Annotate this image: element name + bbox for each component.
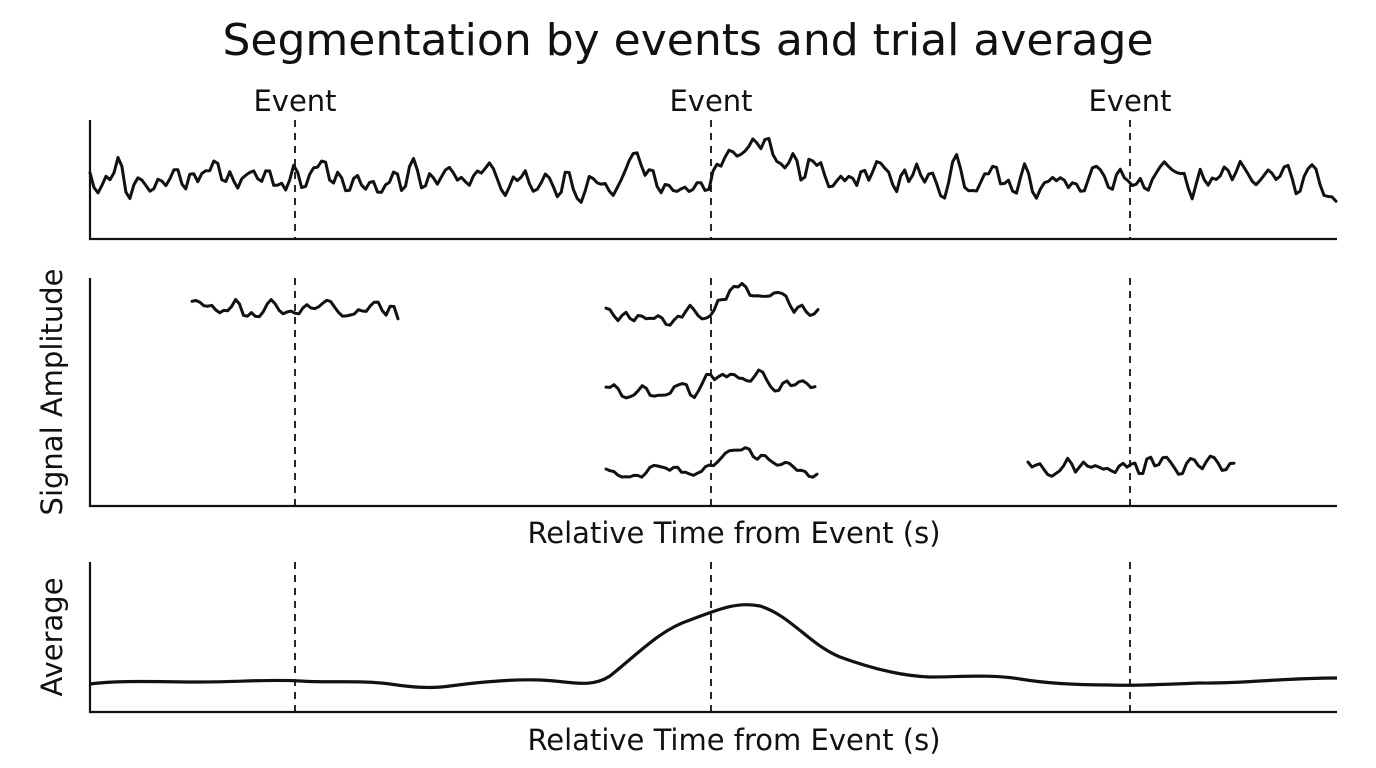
event-label-1: Event bbox=[253, 84, 336, 118]
segment-trace-event-2-trial-1 bbox=[604, 282, 820, 327]
segments-y-axis-label: Signal Amplitude bbox=[35, 269, 69, 516]
average-x-axis-label: Relative Time from Event (s) bbox=[527, 723, 940, 757]
segments-x-axis-label: Relative Time from Event (s) bbox=[527, 516, 940, 550]
event-label-2: Event bbox=[669, 84, 752, 118]
average-axes bbox=[88, 562, 1337, 714]
event-label-3: Event bbox=[1088, 84, 1171, 118]
segments-axes bbox=[88, 278, 1337, 508]
average-panel: Average Relative Time from Event (s) bbox=[35, 562, 1338, 757]
continuous-signal-panel bbox=[88, 120, 1338, 241]
continuous-signal-trace bbox=[88, 136, 1338, 204]
segments-panel: Signal Amplitude Relative Time from Even… bbox=[35, 269, 1337, 550]
figure-title: Segmentation by events and trial average bbox=[222, 15, 1153, 66]
segment-trace-event-1 bbox=[190, 298, 400, 321]
average-trace bbox=[89, 603, 1338, 690]
segment-trace-event-2-trial-2 bbox=[604, 368, 817, 400]
segment-trace-event-3 bbox=[1026, 454, 1236, 478]
average-y-axis-label: Average bbox=[35, 577, 69, 696]
segment-trace-event-2-trial-3 bbox=[604, 446, 819, 479]
continuous-axes bbox=[88, 120, 1337, 241]
